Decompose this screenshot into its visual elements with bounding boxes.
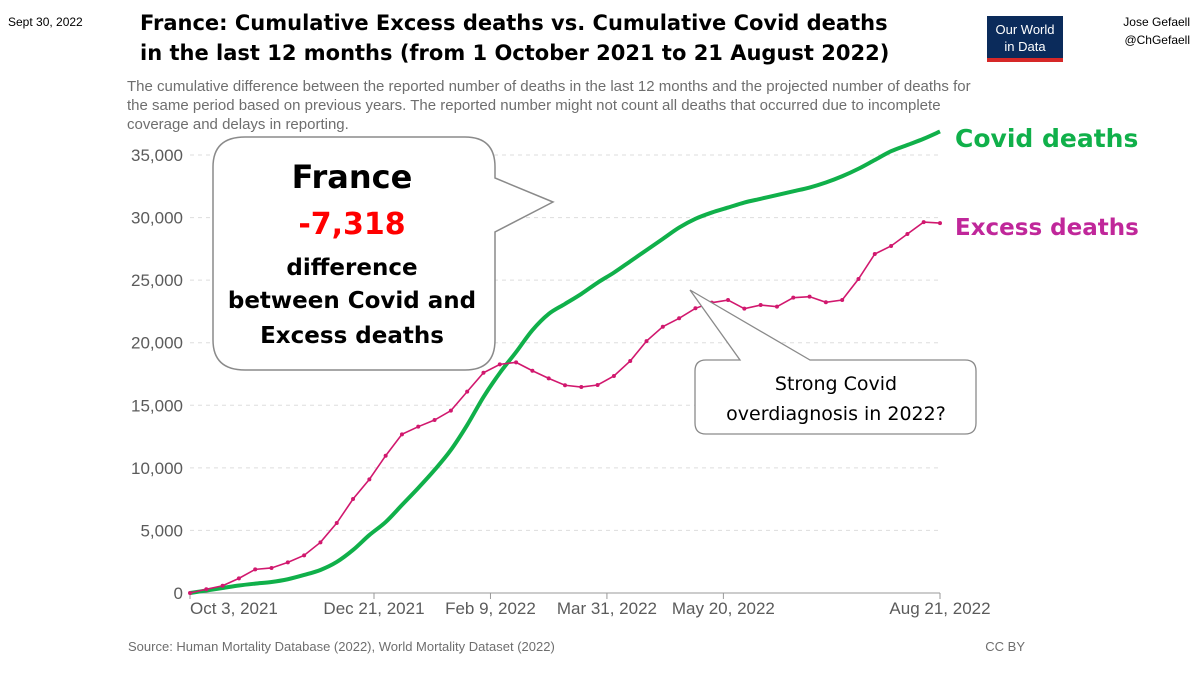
excess-deaths-point <box>334 521 339 526</box>
excess-deaths-point <box>774 304 779 309</box>
excess-deaths-point <box>807 294 812 299</box>
excess-deaths-point <box>628 358 633 363</box>
x-tick-label: Feb 9, 2022 <box>445 599 536 618</box>
excess-deaths-point <box>285 560 290 565</box>
excess-deaths-point <box>236 576 241 581</box>
excess-deaths-point <box>465 389 470 394</box>
excess-deaths-point <box>595 383 600 388</box>
excess-deaths-point <box>546 376 551 381</box>
excess-deaths-point <box>742 306 747 311</box>
callout-line-1: difference <box>286 255 417 281</box>
subtitle-line-1: The cumulative difference between the re… <box>127 78 971 95</box>
excess-deaths-point <box>563 383 567 388</box>
callout-note: Strong Covid overdiagnosis in 2022? <box>689 289 977 435</box>
excess-deaths-point <box>416 424 421 429</box>
author-name: Jose Gefaell <box>1123 15 1190 29</box>
excess-deaths-point <box>791 295 796 300</box>
excess-deaths-point <box>840 298 845 303</box>
subtitle-line-2: the same period based on previous years.… <box>127 97 941 114</box>
legend-excess-deaths: Excess deaths <box>955 215 1139 241</box>
x-axis: Oct 3, 2021 Dec 21, 2021 Feb 9, 2022 Mar 31… <box>189 592 991 618</box>
series-lines <box>188 129 942 595</box>
y-tick-label: 10,000 <box>131 459 183 478</box>
excess-deaths-point <box>644 339 649 344</box>
excess-deaths-point <box>448 408 453 413</box>
y-axis: 0 5,000 10,000 15,000 20,000 25,000 30,000 35,0… <box>131 146 183 603</box>
x-tick-label: May 20, 2022 <box>672 599 775 618</box>
excess-deaths-point <box>367 477 372 482</box>
excess-deaths-point <box>726 298 731 303</box>
excess-deaths-point <box>872 251 877 256</box>
excess-deaths-point <box>611 374 616 379</box>
excess-deaths-point <box>579 385 584 390</box>
callout-line-3: Excess deaths <box>260 323 444 349</box>
covid-deaths-line <box>189 129 941 595</box>
y-tick-label: 30,000 <box>131 209 183 228</box>
excess-deaths-point <box>823 300 828 305</box>
x-tick-label: Mar 31, 2022 <box>557 599 657 618</box>
excess-deaths-point <box>432 418 437 423</box>
y-tick-label: 0 <box>174 584 183 603</box>
x-tick-label: Aug 21, 2022 <box>889 599 990 618</box>
excess-deaths-point <box>481 370 486 375</box>
excess-deaths-point <box>497 362 502 367</box>
callout-main: France -7,318 difference between Covid a… <box>212 136 555 371</box>
excess-deaths-point <box>383 453 388 458</box>
excess-deaths-point <box>302 553 307 558</box>
title-line-1: France: Cumulative Excess deaths vs. Cum… <box>140 11 888 35</box>
excess-deaths-point <box>938 221 942 226</box>
callout-value: -7,318 <box>298 207 405 242</box>
excess-deaths-point <box>530 368 535 373</box>
legend-covid-deaths: Covid deaths <box>955 124 1138 153</box>
y-tick-label: 15,000 <box>131 396 183 415</box>
owid-logo: Our World in Data <box>987 16 1063 62</box>
excess-deaths-point <box>889 243 894 248</box>
excess-deaths-point <box>220 583 225 588</box>
excess-deaths-point <box>188 591 192 595</box>
excess-deaths-point <box>921 220 926 225</box>
y-tick-label: 20,000 <box>131 334 183 353</box>
excess-deaths-point <box>856 277 861 282</box>
svg-text:in Data: in Data <box>1004 39 1046 54</box>
y-tick-label: 25,000 <box>131 271 183 290</box>
excess-deaths-point <box>677 316 682 321</box>
y-tick-label: 35,000 <box>131 146 183 165</box>
excess-deaths-point <box>693 306 698 311</box>
callout-country: France <box>292 158 413 196</box>
x-tick-label: Dec 21, 2021 <box>323 599 424 618</box>
excess-deaths-point <box>660 324 665 329</box>
note-line-2: overdiagnosis in 2022? <box>726 403 946 425</box>
excess-deaths-point <box>269 565 274 570</box>
subtitle-line-3: coverage and delays in reporting. <box>127 116 349 133</box>
source-note: Source: Human Mortality Database (2022),… <box>128 639 555 654</box>
author-handle: @ChGefaell <box>1124 33 1190 47</box>
excess-deaths-point <box>318 540 323 545</box>
excess-deaths-point <box>253 567 258 572</box>
x-tick-label: Oct 3, 2021 <box>190 599 278 618</box>
y-tick-label: 5,000 <box>140 521 183 540</box>
excess-deaths-point <box>905 231 910 236</box>
excess-deaths-point <box>204 587 209 592</box>
license-label[interactable]: CC BY <box>985 639 1025 654</box>
excess-deaths-point <box>351 497 356 502</box>
excess-deaths-point <box>399 432 404 437</box>
title-line-2: in the last 12 months (from 1 October 20… <box>140 41 889 65</box>
date-label: Sept 30, 2022 <box>8 15 83 29</box>
svg-text:Our World: Our World <box>996 22 1055 37</box>
excess-deaths-point <box>758 303 763 308</box>
callout-line-2: between Covid and <box>228 288 476 314</box>
note-line-1: Strong Covid <box>775 373 897 395</box>
excess-deaths-point <box>514 360 519 365</box>
